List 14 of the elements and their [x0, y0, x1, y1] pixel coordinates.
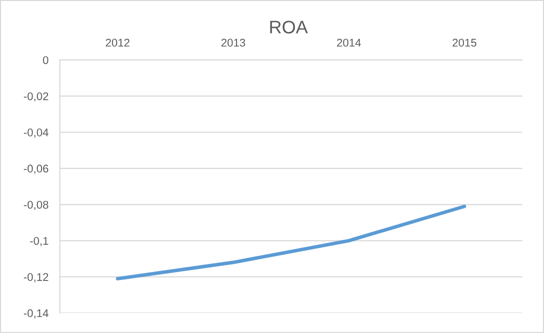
x-tick-label: 2012 — [106, 38, 130, 47]
x-tick-label: 2015 — [452, 38, 476, 47]
y-tick-label: 0 — [42, 56, 48, 64]
y-tick-label: -0,06 — [24, 164, 48, 174]
x-tick-label: 2014 — [337, 38, 361, 47]
line-series — [116, 204, 466, 280]
y-tick-label: -0,1 — [30, 236, 48, 246]
y-tick-label: -0,02 — [24, 92, 48, 102]
y-tick-label: -0,12 — [24, 273, 48, 282]
y-tick-label: -0,14 — [24, 309, 48, 318]
y-tick-label: -0,08 — [24, 200, 48, 210]
y-tick-label: -0,04 — [24, 128, 48, 138]
chart-title: ROA — [270, 20, 308, 34]
x-tick-label: 2013 — [221, 38, 246, 47]
